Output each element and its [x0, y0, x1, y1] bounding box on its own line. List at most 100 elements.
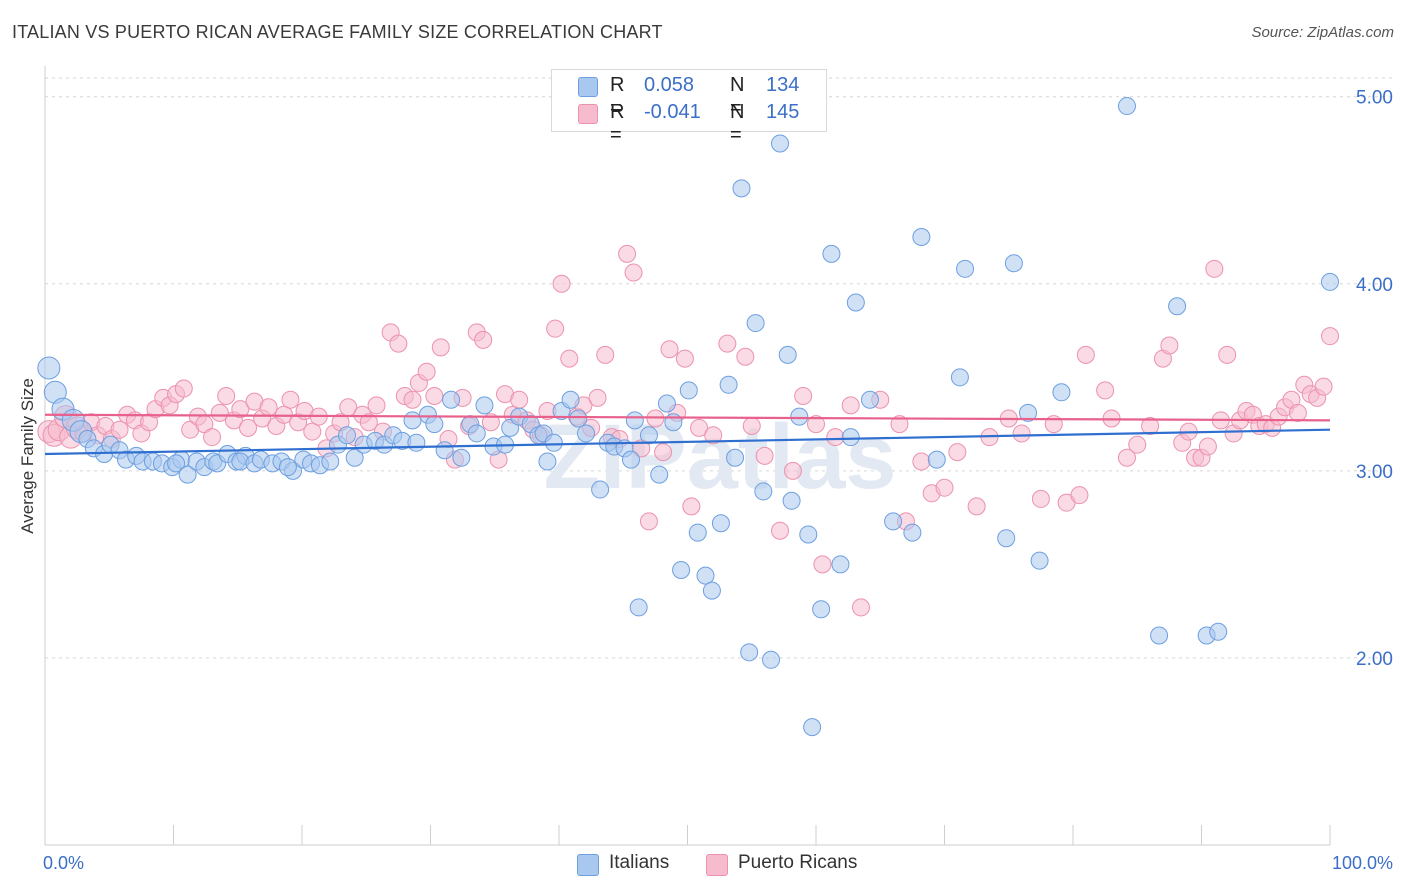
puerto-rican-point [1160, 336, 1179, 355]
r-label: R = [610, 101, 625, 146]
italian-point [425, 415, 444, 434]
italians-trend-line [44, 428, 1331, 456]
italian-point [1052, 383, 1071, 402]
puerto-rican-point [718, 334, 737, 353]
puerto-rican-point [783, 461, 802, 480]
italian-point [1168, 297, 1187, 316]
puerto-rican-point [826, 428, 845, 447]
italian-point [782, 491, 801, 510]
y-tick-labels: 2.00 3.00 4.00 5.00 [1356, 88, 1393, 670]
n-label: N = [730, 74, 745, 119]
italian-point [278, 458, 297, 477]
puerto-rican-point [771, 521, 790, 540]
italian-point [337, 426, 356, 445]
puerto-rican-point [552, 274, 571, 293]
puerto-rican-point [813, 555, 832, 574]
puerto-rican-point [174, 379, 193, 398]
n-value: 145 [766, 101, 800, 123]
puerto-rican-point [654, 443, 673, 462]
puerto-rican-point [851, 598, 870, 617]
italian-point [435, 441, 454, 460]
italian-point [740, 643, 759, 662]
puerto-rican-point [1288, 403, 1307, 422]
italian-point [702, 581, 721, 600]
puerto-rican-point [389, 334, 408, 353]
italian-point [754, 482, 773, 501]
italian-point [1209, 622, 1228, 641]
puerto-rican-point [110, 420, 129, 439]
italian-point [762, 650, 781, 669]
italian-point [884, 512, 903, 531]
y-tick-label: 4.00 [1356, 275, 1393, 296]
italian-point [799, 525, 818, 544]
puerto-rican-point [618, 244, 637, 263]
puerto-rican-point [431, 338, 450, 357]
source-credit: Source: ZipAtlas.com [1251, 24, 1394, 41]
italian-point [903, 523, 922, 542]
puerto-rican-point [660, 340, 679, 359]
italian-point [1004, 254, 1023, 273]
puerto-rican-point [890, 415, 909, 434]
puerto-rican-point [481, 413, 500, 432]
puerto-rican-point [560, 349, 579, 368]
puerto-rican-point [1218, 345, 1237, 364]
x-tick-labels: 0.0% 100.0% [43, 853, 1393, 873]
puerto-rican-point [624, 263, 643, 282]
puerto-ricans-legend-label: Puerto Ricans [738, 852, 858, 873]
puerto-rican-point [231, 400, 250, 419]
puerto-rican-point [736, 347, 755, 366]
italian-point [1019, 403, 1038, 422]
italian-point [625, 411, 644, 430]
italian-point [831, 555, 850, 574]
italian-point [956, 259, 975, 278]
puerto-rican-point [1096, 381, 1115, 400]
italian-point [467, 424, 486, 443]
italian-point [569, 409, 588, 428]
puerto-rican-point [1128, 435, 1147, 454]
puerto-rican-point [1070, 486, 1089, 505]
chart-title: ITALIAN VS PUERTO RICAN AVERAGE FAMILY S… [12, 22, 663, 42]
puerto-rican-point [690, 418, 709, 437]
puerto-rican-point [403, 390, 422, 409]
puerto-rican-point [935, 478, 954, 497]
italian-point [771, 134, 790, 153]
puerto-ricans-legend-swatch [706, 854, 728, 876]
y-tick-label: 2.00 [1356, 649, 1393, 670]
italian-point [778, 345, 797, 364]
puerto-rican-point [217, 387, 236, 406]
x-tick-label-min: 0.0% [43, 853, 84, 873]
italians-swatch [578, 77, 598, 97]
italian-point [37, 356, 61, 380]
axes [44, 66, 1331, 846]
puerto-rican-point [675, 349, 694, 368]
r-label: R = [610, 74, 625, 119]
stats-legend: R = 0.058 N = 134 R = -0.041 N = 145 [551, 69, 827, 146]
italian-point [1321, 272, 1339, 291]
puerto-rican-point [755, 446, 774, 465]
italian-point [442, 390, 461, 409]
italian-point [544, 433, 563, 452]
puerto-rican-point [203, 428, 222, 447]
italian-point [407, 433, 426, 452]
puerto-rican-point [1117, 448, 1136, 467]
italian-point [1117, 97, 1136, 116]
puerto-rican-point [510, 390, 529, 409]
puerto-rican-point [1198, 437, 1217, 456]
italian-point [321, 452, 340, 471]
puerto-rican-point [1314, 377, 1333, 396]
n-value: 134 [766, 74, 800, 96]
italian-point [688, 523, 707, 542]
italians-legend-swatch [577, 854, 599, 876]
italian-point [912, 228, 931, 247]
italian-point [403, 411, 422, 430]
puerto-rican-point [367, 396, 386, 415]
y-tick-label: 5.00 [1356, 88, 1393, 109]
italian-point [950, 368, 969, 387]
italian-point [664, 413, 683, 432]
puerto-rican-point [281, 390, 300, 409]
puerto-rican-point [474, 330, 493, 349]
puerto-rican-point [210, 403, 229, 422]
puerto-rican-point [807, 415, 825, 434]
puerto-rican-point [1012, 424, 1031, 443]
italian-point [650, 465, 669, 484]
